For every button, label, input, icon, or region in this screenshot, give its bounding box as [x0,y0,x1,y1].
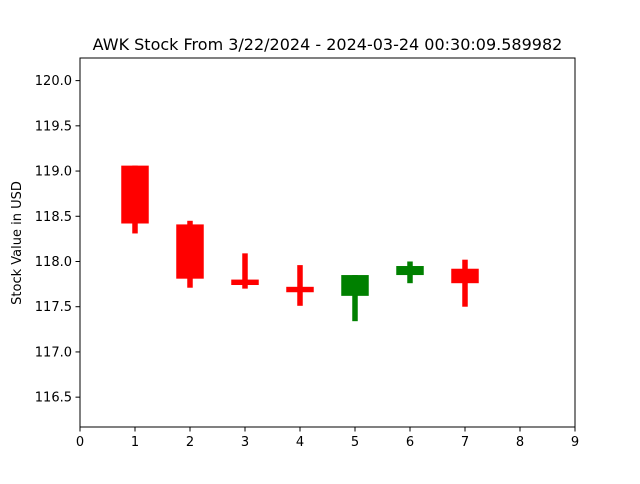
candle-wick [297,265,303,306]
candle-6 [396,261,424,284]
x-tick-label: 0 [76,435,84,450]
y-tick-label: 119.0 [35,165,72,180]
candles-layer [121,165,479,322]
y-axis-label: Stock Value in USD [10,181,25,305]
candle-body [176,224,204,279]
x-tick-label: 9 [571,435,579,450]
x-tick-label: 8 [516,435,524,450]
candle-wick [462,259,468,307]
candle-wick [352,275,358,322]
x-tick-label: 6 [406,435,414,450]
candle-body [396,266,424,276]
y-tick-label: 116.5 [35,391,72,406]
candle-body [451,268,479,284]
candle-body [231,279,259,286]
plot-frame [79,57,576,428]
candle-body [286,286,314,293]
y-tick-label: 117.0 [35,345,72,360]
candle-body [121,165,149,224]
x-tick-label: 4 [296,435,304,450]
candle-5 [341,275,369,322]
y-tick-label: 117.5 [35,300,72,315]
chart-title: AWK Stock From 3/22/2024 - 2024-03-24 00… [93,35,563,54]
y-axis-ticks: 116.5 117.0 117.5 118.0 118.5 119.0 119.5 120.0 [35,74,80,406]
x-tick-label: 5 [351,435,359,450]
candle-3 [231,253,259,289]
y-tick-label: 118.5 [35,210,72,225]
x-tick-label: 1 [131,435,139,450]
candle-2 [176,220,204,288]
candle-wick [242,253,248,289]
candle-body [341,275,369,296]
candle-1 [121,165,149,234]
x-tick-label: 2 [186,435,194,450]
x-axis-ticks: 0 1 2 3 4 5 6 7 8 9 [76,427,579,450]
y-tick-label: 118.0 [35,255,72,270]
x-tick-label: 3 [241,435,249,450]
candle-7 [451,259,479,307]
x-tick-label: 7 [461,435,469,450]
candle-4 [286,265,314,306]
y-tick-label: 119.5 [35,119,72,134]
y-tick-label: 120.0 [35,74,72,89]
